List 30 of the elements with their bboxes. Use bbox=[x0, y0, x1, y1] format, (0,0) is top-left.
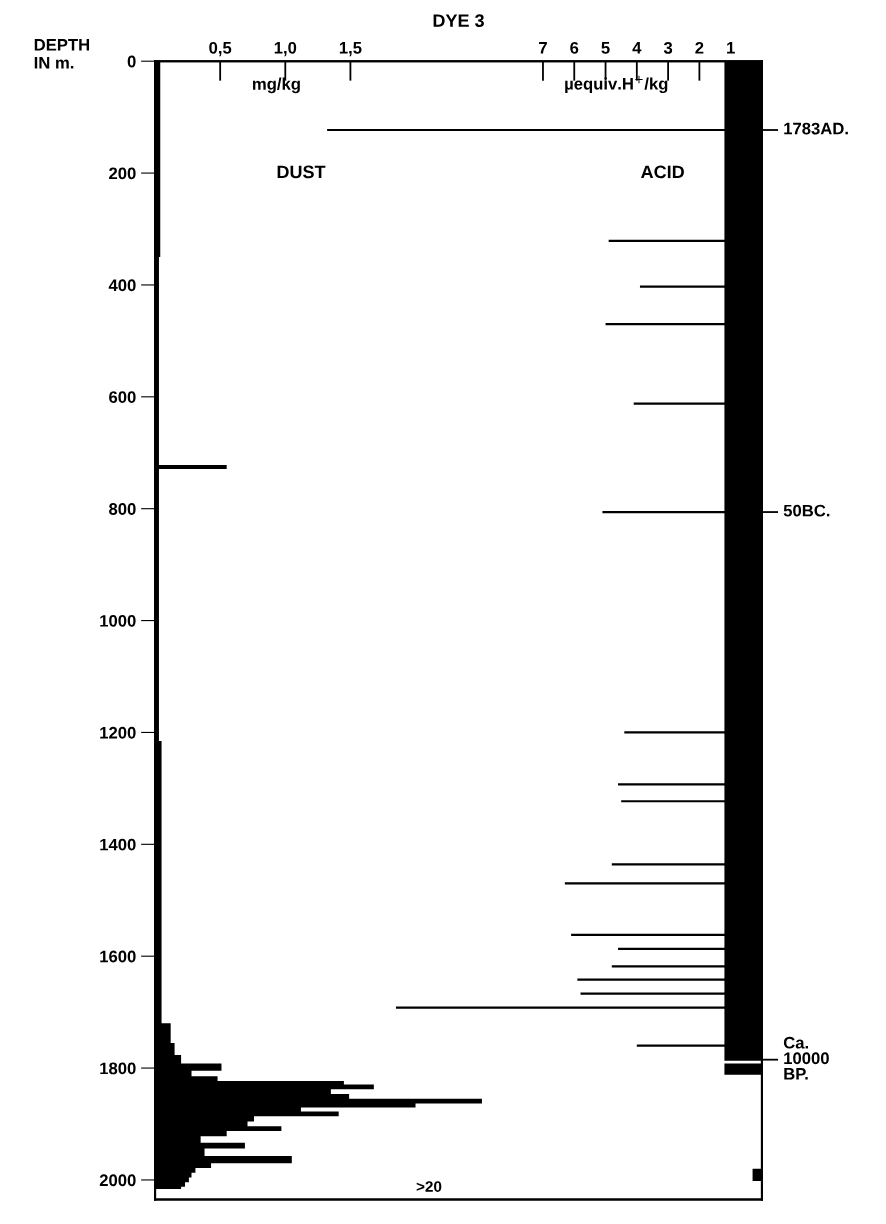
y-tick-label: 1200 bbox=[100, 726, 136, 739]
chart-title: DYE 3 bbox=[433, 14, 484, 28]
ref-line-label: 1783AD. bbox=[784, 122, 848, 135]
x2-tick-label: 6 bbox=[570, 41, 579, 54]
x-tick-label: 1,0 bbox=[274, 41, 297, 57]
x2-tick-label: 1 bbox=[727, 42, 735, 54]
y-tick-label: 1800 bbox=[100, 1062, 136, 1075]
x2-tick-label: 5 bbox=[601, 42, 610, 54]
y-tick-label: 800 bbox=[109, 503, 136, 515]
y-tick-label: 200 bbox=[109, 167, 136, 180]
y-tick-label: 1400 bbox=[100, 838, 136, 851]
ref-line-label: Ca. 10000 BP. bbox=[783, 1036, 829, 1080]
x2-tick-label: 7 bbox=[539, 42, 547, 54]
annotation: ACID bbox=[641, 165, 684, 179]
x2-tick-label: 3 bbox=[663, 41, 673, 54]
ref-line-label: 50BC. bbox=[783, 504, 830, 517]
annotation: DUST bbox=[277, 165, 326, 179]
y-tick-label: 0 bbox=[127, 55, 136, 68]
y-tick-label: 2000 bbox=[99, 1174, 136, 1187]
y-tick-label: 1600 bbox=[100, 950, 136, 963]
x-tick-label: 0,5 bbox=[209, 41, 232, 57]
x2-tick-label: 2 bbox=[695, 41, 704, 54]
x2-tick-label: 4 bbox=[632, 42, 642, 54]
y-tick-label: 1000 bbox=[100, 614, 136, 627]
y-tick-label: 400 bbox=[108, 279, 136, 292]
y-axis-title: DEPTH IN m. bbox=[34, 39, 90, 69]
y-tick-label: 600 bbox=[109, 391, 136, 404]
x-axis-title: mg/kg bbox=[252, 77, 300, 94]
annotation: >20 bbox=[416, 1181, 442, 1192]
x-tick-label: 1,5 bbox=[339, 42, 362, 57]
